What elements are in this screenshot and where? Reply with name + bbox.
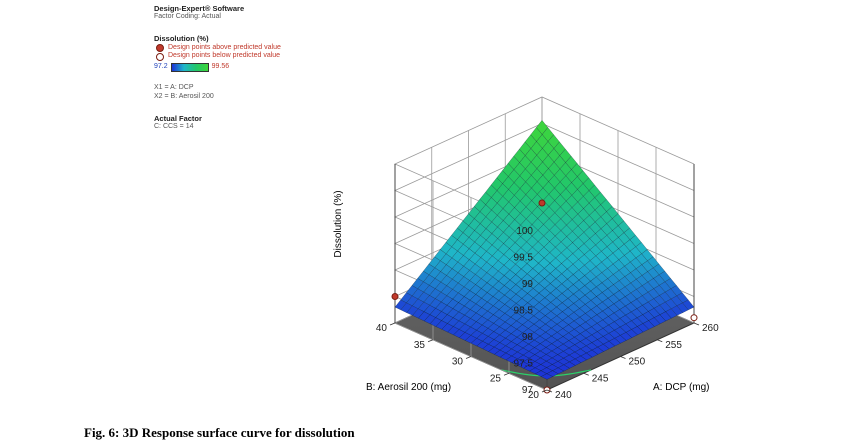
z-tick-label: 98 [522,332,534,343]
z-tick-label: 97.5 [514,359,534,370]
legend-panel: Design-Expert® Software Factor Coding: A… [154,4,281,132]
design-point-above [538,199,546,207]
scale-high: 99.56 [211,63,230,71]
factor-x2: X2 = B: Aerosil 200 [154,92,214,100]
surface-cell [540,373,554,380]
x-tick-label: 240 [555,390,572,401]
z-tick-label: 99 [522,279,534,290]
response-name: Dissolution (%) [154,34,209,44]
z-tick-label: 98.5 [514,306,534,317]
y-tick-label: 40 [376,323,388,334]
y-tick-mark [389,322,396,326]
scale-low: 97.2 [154,63,168,71]
legend-below: Design points below predicted value [156,52,281,61]
x-tick-label: 255 [665,340,682,351]
z-tick-label: 100 [516,226,533,237]
actual-factor-title: Actual Factor [154,113,202,123]
x-tick-mark [546,389,553,393]
design-point-above [391,293,399,300]
x-tick-label: 250 [629,357,646,368]
z-tick-label: 99.5 [514,253,534,264]
x-tick-mark [657,339,663,343]
factor-coding: Factor Coding: Actual [154,13,221,21]
y-tick-label: 20 [528,390,540,401]
color-gradient [170,63,209,72]
legend-below-label: Design points below predicted value [168,52,281,60]
color-scale: 97.2 99.56 [154,63,281,72]
software-name: Design-Expert® Software [154,4,245,13]
y-tick-label: 30 [452,357,464,368]
y-axis-label: B: Aerosil 200 (mg) [366,382,451,393]
x-tick-mark [620,356,626,359]
x-tick-label: 260 [702,323,719,334]
y-tick-label: 35 [414,340,426,351]
x-tick-mark [693,322,700,326]
z-tick-label: 97 [522,385,534,396]
x-tick-label: 245 [592,373,609,384]
y-tick-mark [503,372,510,376]
response-surface-plot: 97 97.5 98 98.5 99 99.5 100 240 245 250 255 260 20 25… [333,96,719,401]
point-below-icon [156,52,164,61]
y-tick-mark [427,339,434,343]
y-tick-mark [541,389,548,393]
x-axis-label: A: DCP (mg) [653,382,710,393]
y-tick-mark [465,356,472,359]
x-tick-mark [583,372,589,376]
legend-above: Design points above predicted value [156,44,281,53]
z-axis-label: Dissolution (%) [333,190,344,257]
axis-ticks: 97 97.5 98 98.5 99 99.5 100 240 245 250 255 260 20 25… [376,226,719,401]
response-surface [394,120,695,380]
design-points [391,199,698,394]
point-above-icon [156,43,164,52]
legend-above-label: Design points above predicted value [168,43,281,51]
factor-x1: X1 = A: DCP [154,84,194,91]
figure-caption: Fig. 6: 3D Response surface curve for di… [84,425,355,440]
design-point-below [690,314,698,322]
actual-factor-value: C: CCS = 14 [154,122,194,130]
y-tick-label: 25 [490,373,502,384]
